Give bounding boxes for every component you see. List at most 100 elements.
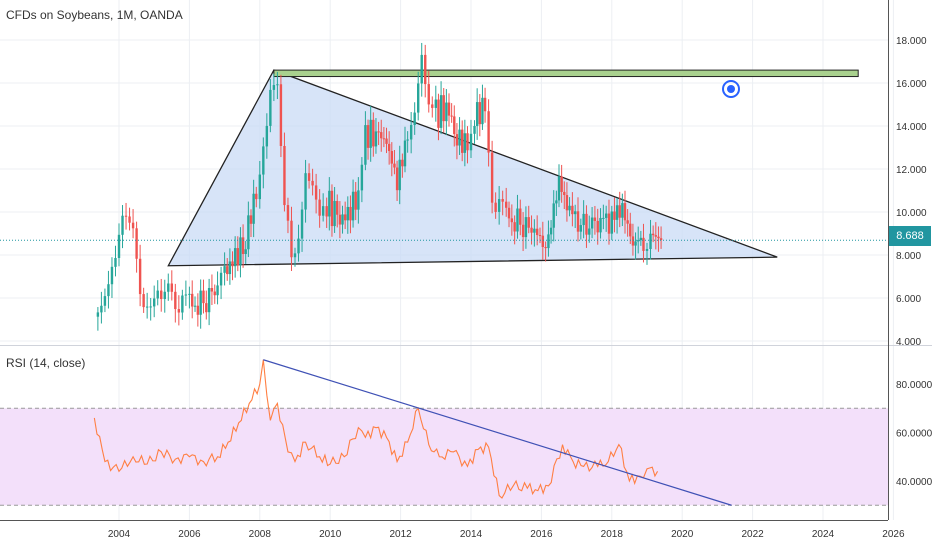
candle (351, 179, 355, 228)
candle (637, 226, 640, 254)
candle (297, 224, 300, 262)
candle (555, 190, 558, 217)
candle (565, 182, 569, 222)
candle (272, 73, 276, 102)
candle (304, 159, 307, 223)
candle (142, 287, 145, 313)
candle (307, 163, 311, 189)
candle (174, 283, 177, 323)
candle (478, 94, 481, 137)
price-tick-label: 4.000 (896, 337, 921, 348)
candle (276, 71, 279, 100)
candle (541, 221, 545, 260)
candle (314, 173, 318, 214)
price-y-axis[interactable]: 4.000 6.000 8.000 10.000 12.000 14.000 16.000 1… (896, 36, 927, 348)
candle (398, 145, 401, 205)
candle (387, 131, 391, 165)
candle (107, 270, 110, 309)
candle (226, 258, 229, 281)
candle (163, 279, 166, 313)
candle (244, 241, 247, 264)
candle (453, 105, 456, 147)
candle (490, 140, 494, 214)
rsi-band (0, 407, 888, 506)
candle (191, 280, 194, 319)
time-tick-label: 2026 (882, 529, 905, 540)
candle (549, 220, 553, 244)
candle (193, 296, 197, 312)
candle (336, 194, 339, 228)
candle (343, 201, 347, 230)
candle (582, 200, 585, 239)
candle (533, 219, 536, 247)
price-tick-label: 6.000 (896, 294, 921, 305)
rsi-tick-label: 40.0000 (896, 477, 932, 488)
candle (181, 289, 184, 320)
candle (409, 112, 413, 154)
candle (138, 244, 142, 307)
candle (100, 291, 103, 324)
candlestick-series (96, 42, 663, 331)
candle (651, 225, 655, 243)
candle (366, 119, 370, 160)
candle (196, 293, 200, 327)
price-tick-label: 12.000 (896, 165, 927, 176)
candle (447, 93, 451, 127)
rsi-trendline[interactable] (263, 359, 732, 506)
candle (177, 295, 181, 326)
candle (199, 279, 202, 329)
candle (188, 286, 191, 309)
candle (228, 248, 232, 285)
candle (128, 207, 131, 231)
price-tick-label: 14.000 (896, 122, 927, 133)
candle (110, 257, 114, 298)
candle (255, 186, 258, 208)
candle (642, 223, 645, 263)
candle (507, 201, 511, 228)
candle (357, 177, 360, 224)
time-tick-label: 2024 (812, 529, 835, 540)
candle (501, 190, 504, 216)
candle (377, 121, 380, 146)
candle (286, 197, 290, 234)
candle (513, 215, 516, 245)
candle (463, 119, 467, 167)
candle (124, 202, 128, 230)
resistance-zone[interactable] (273, 69, 859, 78)
candle (654, 222, 657, 250)
candle (333, 187, 336, 233)
candle (252, 179, 255, 238)
candle (621, 193, 624, 227)
rsi-y-axis[interactable]: 40.0000 60.0000 80.0000 (896, 380, 932, 488)
candle (328, 177, 331, 231)
candle (131, 209, 135, 239)
eye-icon[interactable] (722, 80, 740, 98)
rsi-trend-segment[interactable] (263, 359, 732, 506)
candle (466, 126, 469, 164)
candle (318, 189, 321, 228)
candle (505, 187, 508, 217)
candle (481, 84, 484, 130)
candle (406, 131, 409, 153)
last-price-badge: 8.688 (889, 226, 931, 246)
time-tick-label: 2010 (319, 529, 342, 540)
rsi-line (93, 359, 659, 499)
candle (442, 88, 445, 133)
candle (510, 204, 514, 236)
resistance-rect[interactable] (273, 69, 859, 78)
candle (544, 241, 547, 262)
time-x-axis[interactable]: 2004 2006 2008 2010 2012 2014 2016 2018 2020 2022… (108, 529, 905, 540)
time-tick-label: 2004 (108, 529, 131, 540)
time-tick-label: 2018 (601, 529, 624, 540)
candle (487, 99, 490, 167)
time-tick-label: 2008 (249, 529, 272, 540)
candle (645, 242, 649, 265)
candle (576, 197, 580, 242)
rsi-title: RSI (14, close) (6, 356, 86, 370)
candle (497, 186, 501, 225)
candle (604, 205, 608, 232)
candle (241, 224, 245, 268)
candle (590, 207, 594, 239)
candle (216, 271, 219, 305)
candle (382, 126, 386, 148)
